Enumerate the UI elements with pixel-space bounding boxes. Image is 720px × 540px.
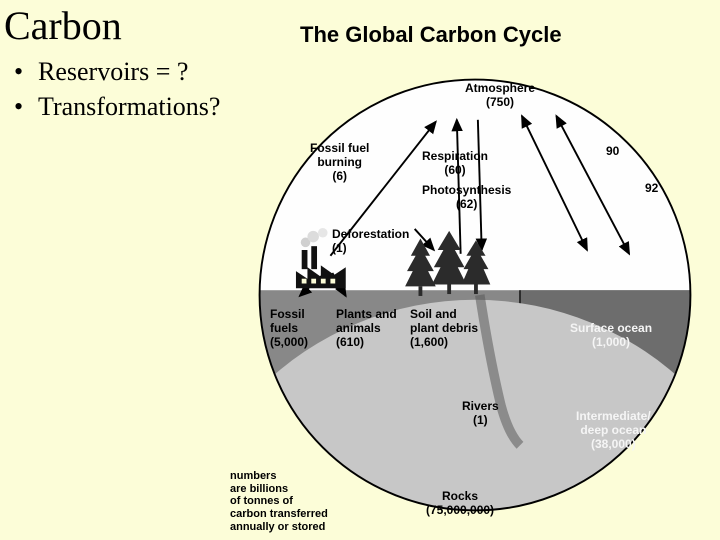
bullet-text: Transformations? xyxy=(38,89,220,124)
reservoir-label: Surface ocean(1,000) xyxy=(570,322,652,350)
bullet-list: • Reservoirs = ? • Transformations? xyxy=(14,54,220,124)
bullet-item: • Transformations? xyxy=(14,89,220,124)
reservoir-label: 92 xyxy=(645,182,658,196)
reservoir-label: Atmosphere(750) xyxy=(465,82,535,110)
reservoir-label: Fossilfuels(5,000) xyxy=(270,308,308,349)
reservoir-label: Plants andanimals(610) xyxy=(336,308,397,349)
bullet-text: Reservoirs = ? xyxy=(38,54,188,89)
figure-footnote: numbersare billionsof tonnes ofcarbon tr… xyxy=(230,470,350,533)
reservoir-label: Rivers(1) xyxy=(462,400,499,428)
page-title: Carbon xyxy=(4,2,122,49)
bullet-dot-icon: • xyxy=(14,89,28,124)
reservoir-label: 90 xyxy=(606,145,619,159)
reservoir-label: Photosynthesis(62) xyxy=(422,184,511,212)
carbon-cycle-figure: Atmosphere(750) Fossil fuelburning(6) Resp… xyxy=(240,60,710,530)
reservoir-label: Soil andplant debris(1,600) xyxy=(410,308,478,349)
bullet-item: • Reservoirs = ? xyxy=(14,54,220,89)
diagram-title: The Global Carbon Cycle xyxy=(300,22,562,48)
reservoir-label: Deforestation(1) xyxy=(332,228,409,256)
reservoir-label: Intermediate/deep ocean(38,000) xyxy=(576,410,651,451)
reservoir-label: Respiration(60) xyxy=(422,150,488,178)
reservoir-label: Rocks(75,000,000) xyxy=(426,490,494,518)
reservoir-label: Fossil fuelburning(6) xyxy=(310,142,369,183)
bullet-dot-icon: • xyxy=(14,54,28,89)
globe-diagram xyxy=(250,70,700,520)
